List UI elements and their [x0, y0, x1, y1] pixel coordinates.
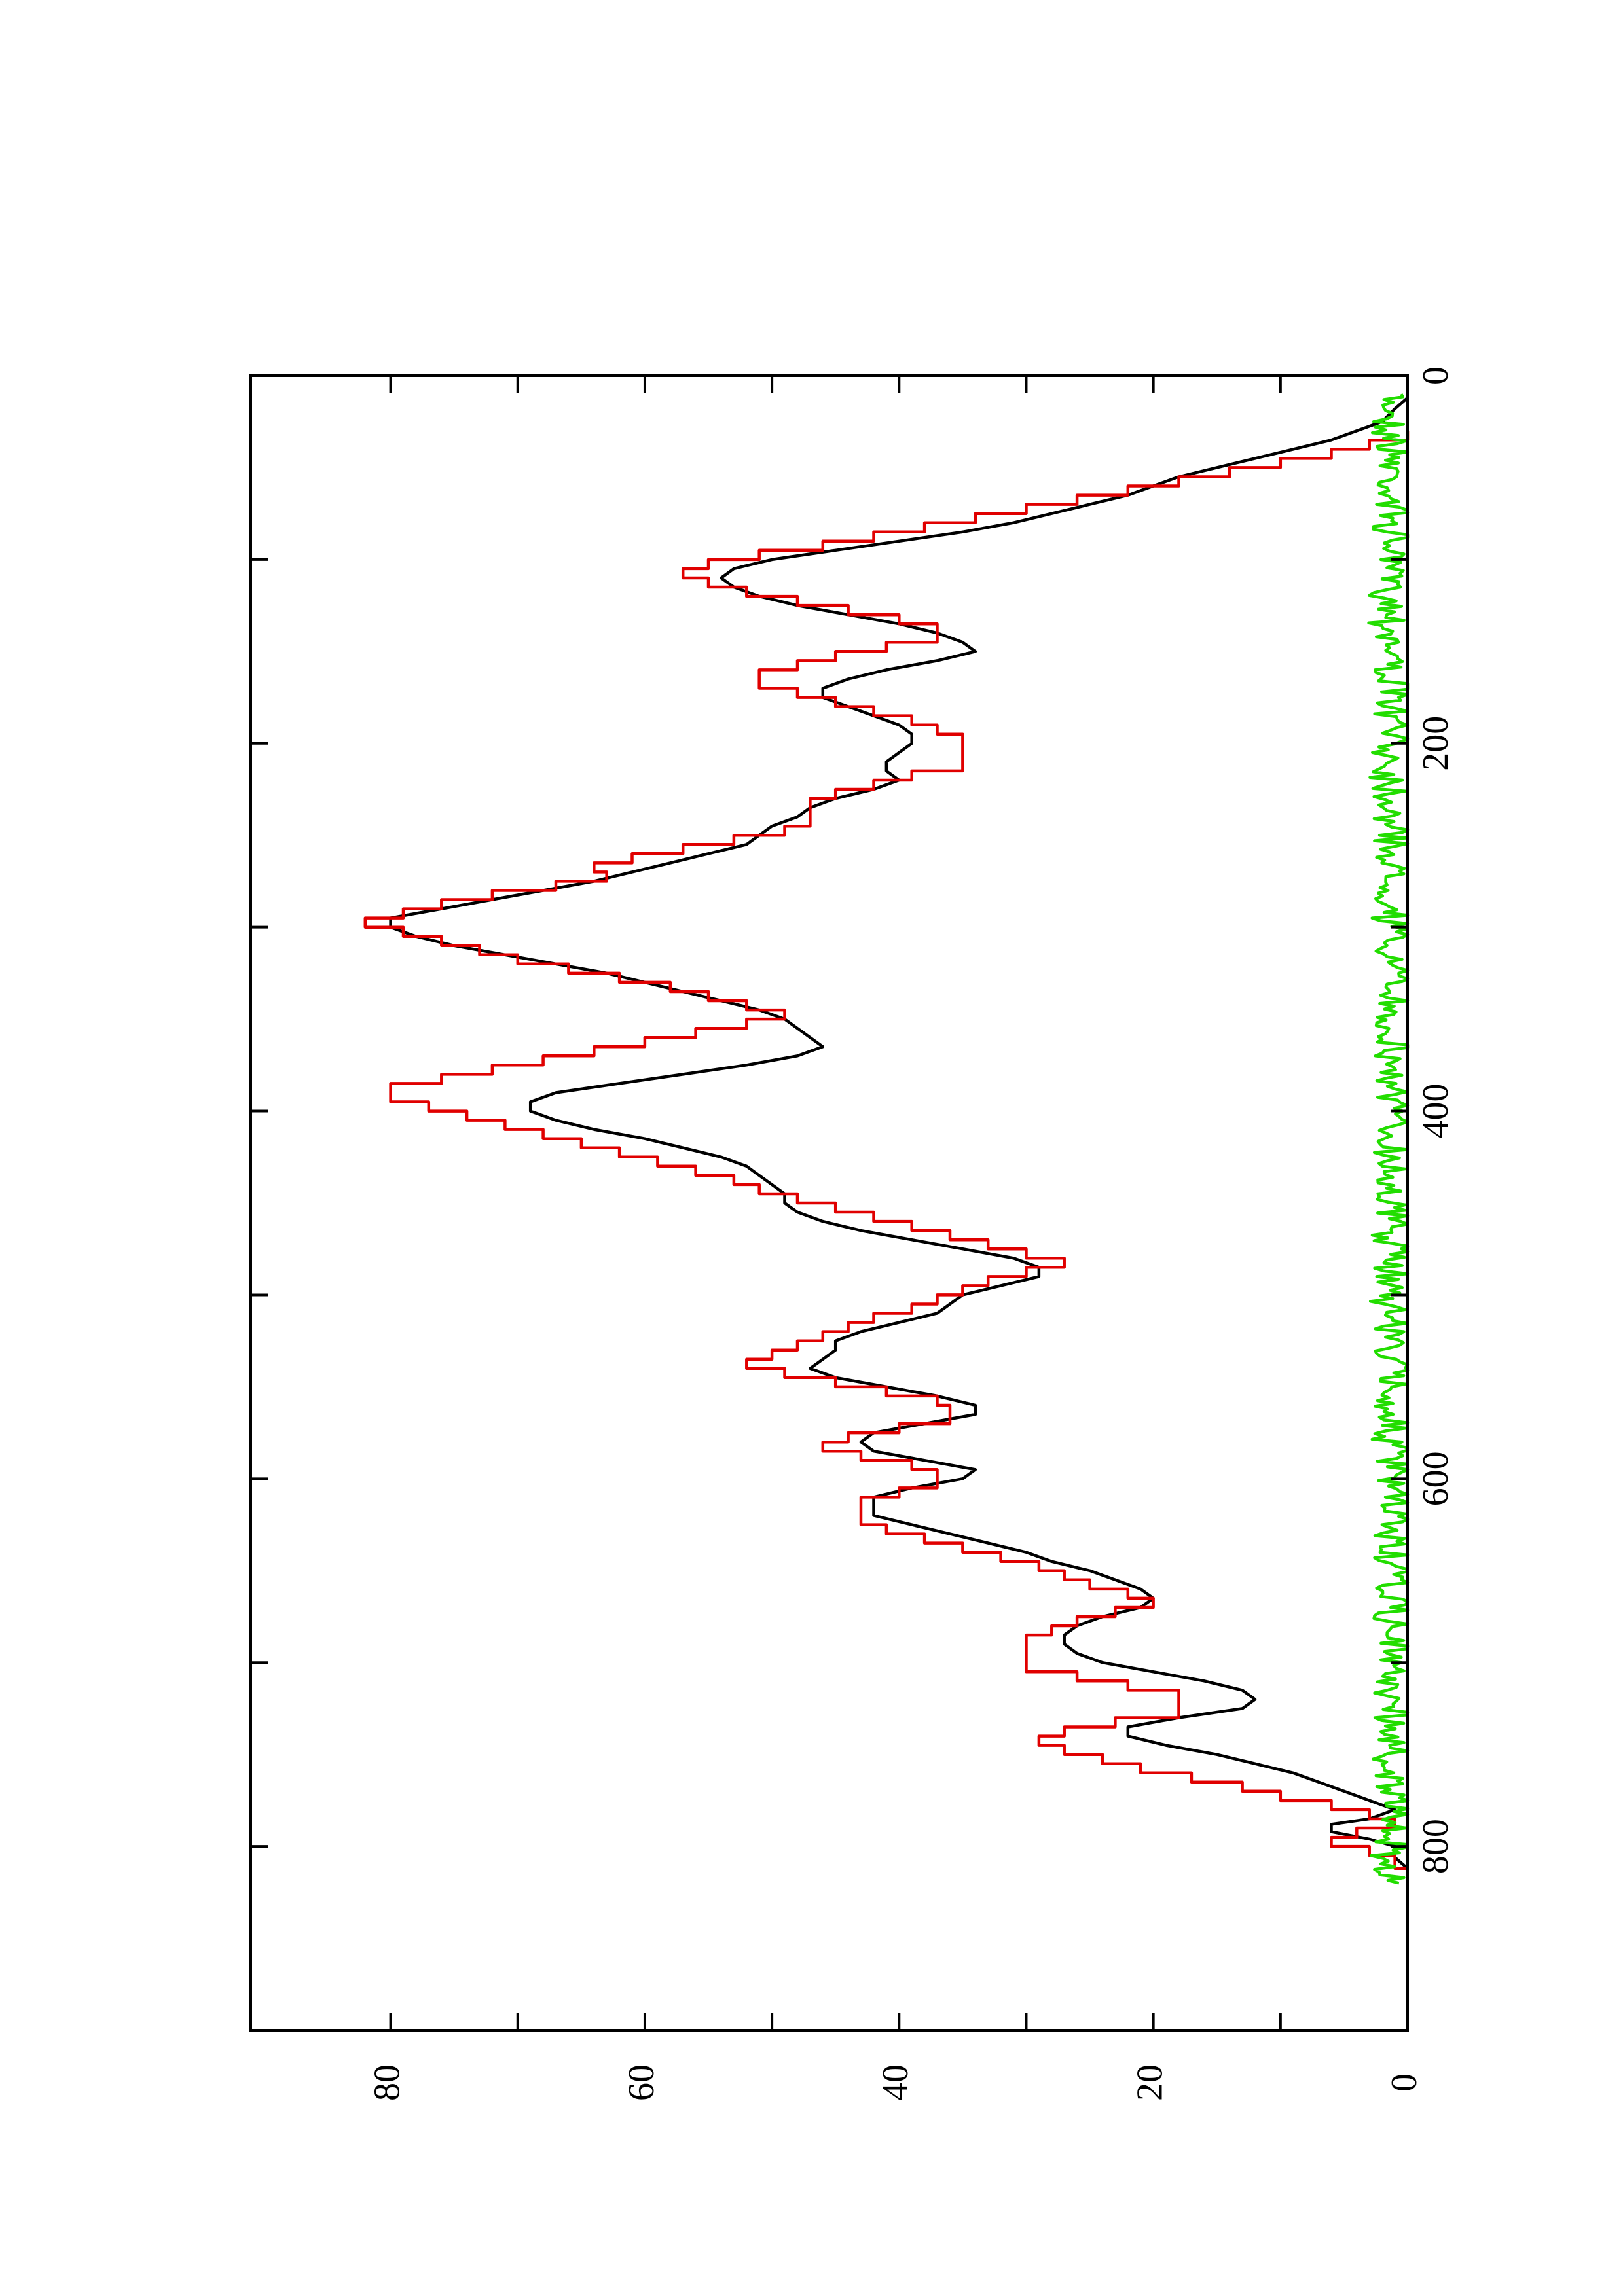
y-tick-label: 40 — [875, 2064, 916, 2101]
y-tick-label: 20 — [1129, 2064, 1170, 2101]
red-series-line — [363, 431, 1410, 1871]
ticks-group — [251, 374, 1409, 2030]
x-tick-label: 600 — [1415, 1451, 1456, 1506]
y-tick-label: 0 — [1384, 2073, 1425, 2092]
plot-frame — [249, 374, 1409, 2032]
series-group — [363, 393, 1410, 1885]
x-tick-label: 400 — [1415, 1084, 1456, 1139]
x-tick-label: 200 — [1415, 716, 1456, 771]
green-series-line — [1367, 393, 1410, 1885]
black-series-line — [389, 397, 1409, 1870]
x-tick-label: 800 — [1415, 1819, 1456, 1874]
tick-labels-group: 0 200 400 600 800 0 20 40 60 80 — [367, 367, 1455, 2101]
x-tick-label: 0 — [1415, 367, 1456, 385]
y-tick-label: 60 — [621, 2064, 662, 2101]
y-tick-label: 80 — [367, 2064, 407, 2101]
